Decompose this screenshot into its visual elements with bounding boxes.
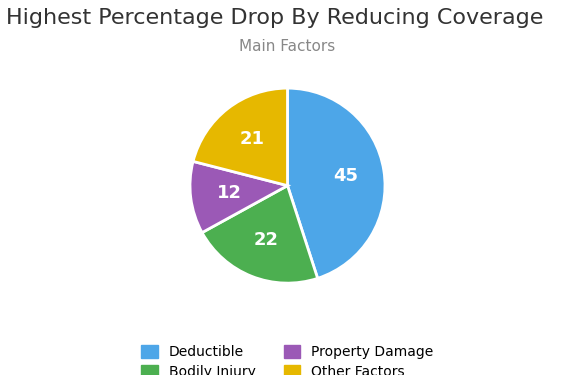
- Text: 22: 22: [254, 231, 278, 249]
- Text: 45: 45: [333, 168, 358, 186]
- Text: 12: 12: [217, 184, 242, 202]
- Wedge shape: [190, 161, 288, 232]
- Text: Highest Percentage Drop By Reducing Coverage: Highest Percentage Drop By Reducing Cove…: [6, 8, 543, 27]
- Wedge shape: [288, 88, 385, 278]
- Wedge shape: [193, 88, 288, 186]
- Wedge shape: [202, 186, 317, 283]
- Text: 21: 21: [239, 130, 264, 148]
- Text: Main Factors: Main Factors: [239, 39, 336, 54]
- Legend: Deductible, Bodily Injury, Property Damage, Other Factors: Deductible, Bodily Injury, Property Dama…: [135, 338, 440, 375]
